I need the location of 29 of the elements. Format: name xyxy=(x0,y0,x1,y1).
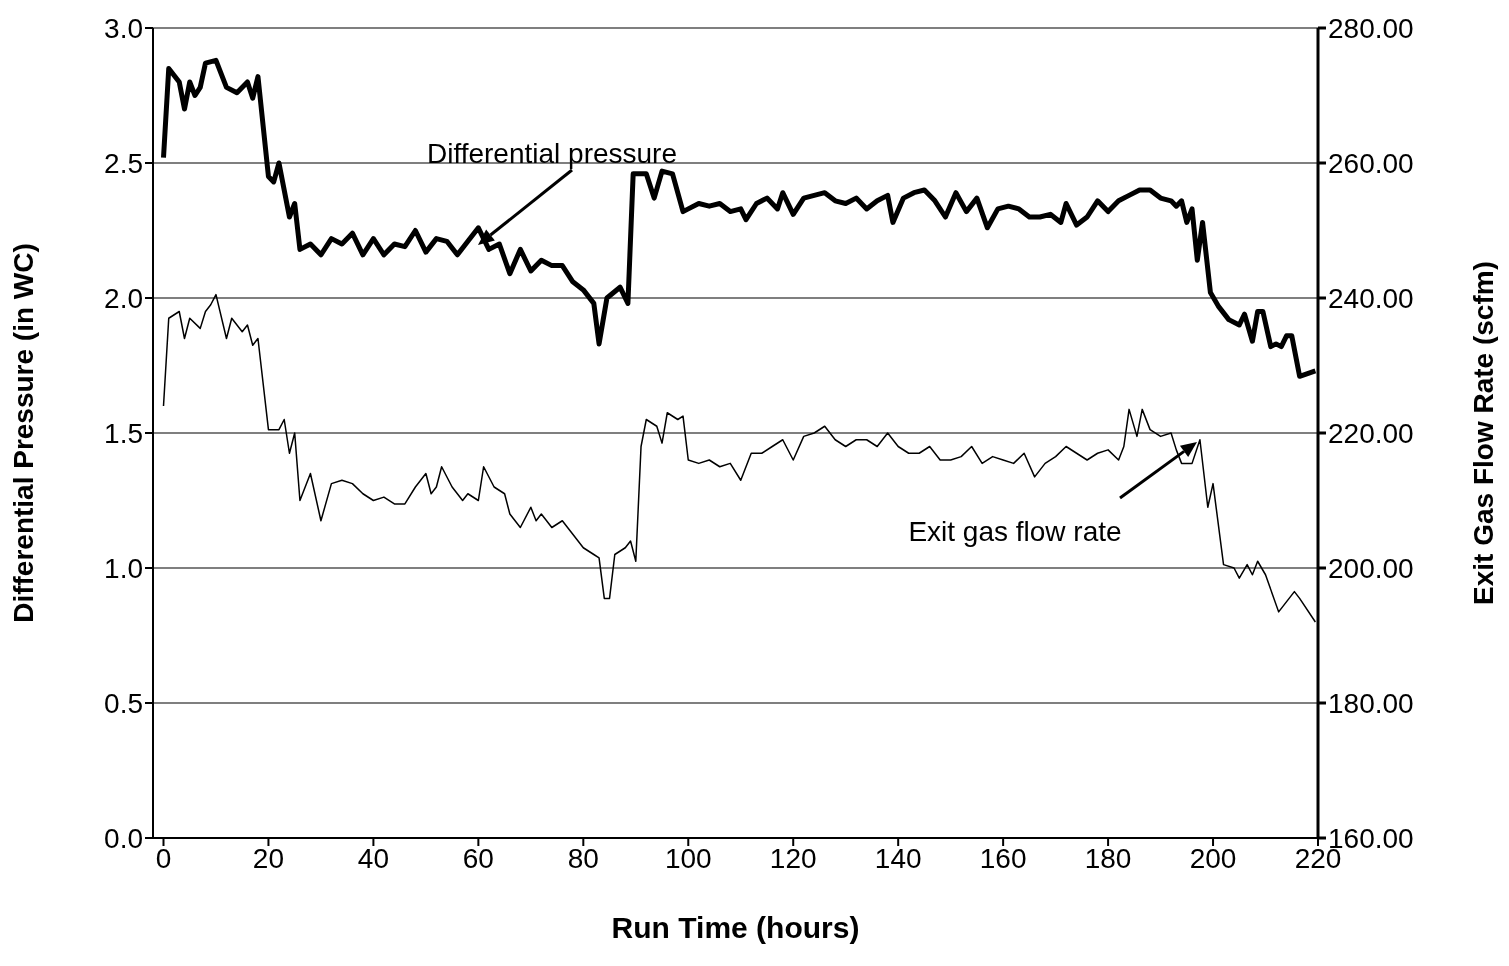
x-tick-label: 180 xyxy=(1084,842,1132,874)
y-tick-label: 1.5 xyxy=(104,417,143,449)
y2-tick-label: 200.00 xyxy=(1328,552,1414,584)
y2-axis-title: Exit Gas Flow Rate (scfm) xyxy=(1467,261,1499,605)
y2-tick-label: 220.00 xyxy=(1328,417,1414,449)
annotation: Exit gas flow rate xyxy=(908,516,1122,547)
y-tick-label: 2.0 xyxy=(104,282,143,314)
x-tick-label: 100 xyxy=(664,842,712,874)
x-tick-label: 120 xyxy=(769,842,817,874)
y-tick-label: 0.5 xyxy=(104,687,143,719)
annotation: Differential pressure xyxy=(426,138,678,169)
y-tick-label: 2.5 xyxy=(104,147,143,179)
x-tick-label: 0 xyxy=(155,842,172,874)
y-tick-label: 3.0 xyxy=(104,12,143,44)
x-axis-title: Run Time (hours) xyxy=(611,911,860,944)
y-tick-label: 1.0 xyxy=(104,552,143,584)
x-tick-label: 60 xyxy=(462,842,494,874)
x-tick-label: 200 xyxy=(1189,842,1237,874)
x-tick-label: 160 xyxy=(979,842,1027,874)
x-tick-label: 20 xyxy=(252,842,285,874)
y2-tick-label: 260.00 xyxy=(1328,147,1414,179)
x-tick-label: 80 xyxy=(567,842,599,874)
y2-tick-label: 280.00 xyxy=(1328,12,1414,44)
x-tick-label: 40 xyxy=(357,842,389,874)
x-tick-label: 140 xyxy=(874,842,922,874)
y-tick-label: 0.0 xyxy=(104,822,143,854)
y2-tick-label: 240.00 xyxy=(1328,282,1414,314)
y-axis-title: Differential Pressure (in WC) xyxy=(7,243,39,623)
y2-tick-label: 180.00 xyxy=(1328,687,1414,719)
